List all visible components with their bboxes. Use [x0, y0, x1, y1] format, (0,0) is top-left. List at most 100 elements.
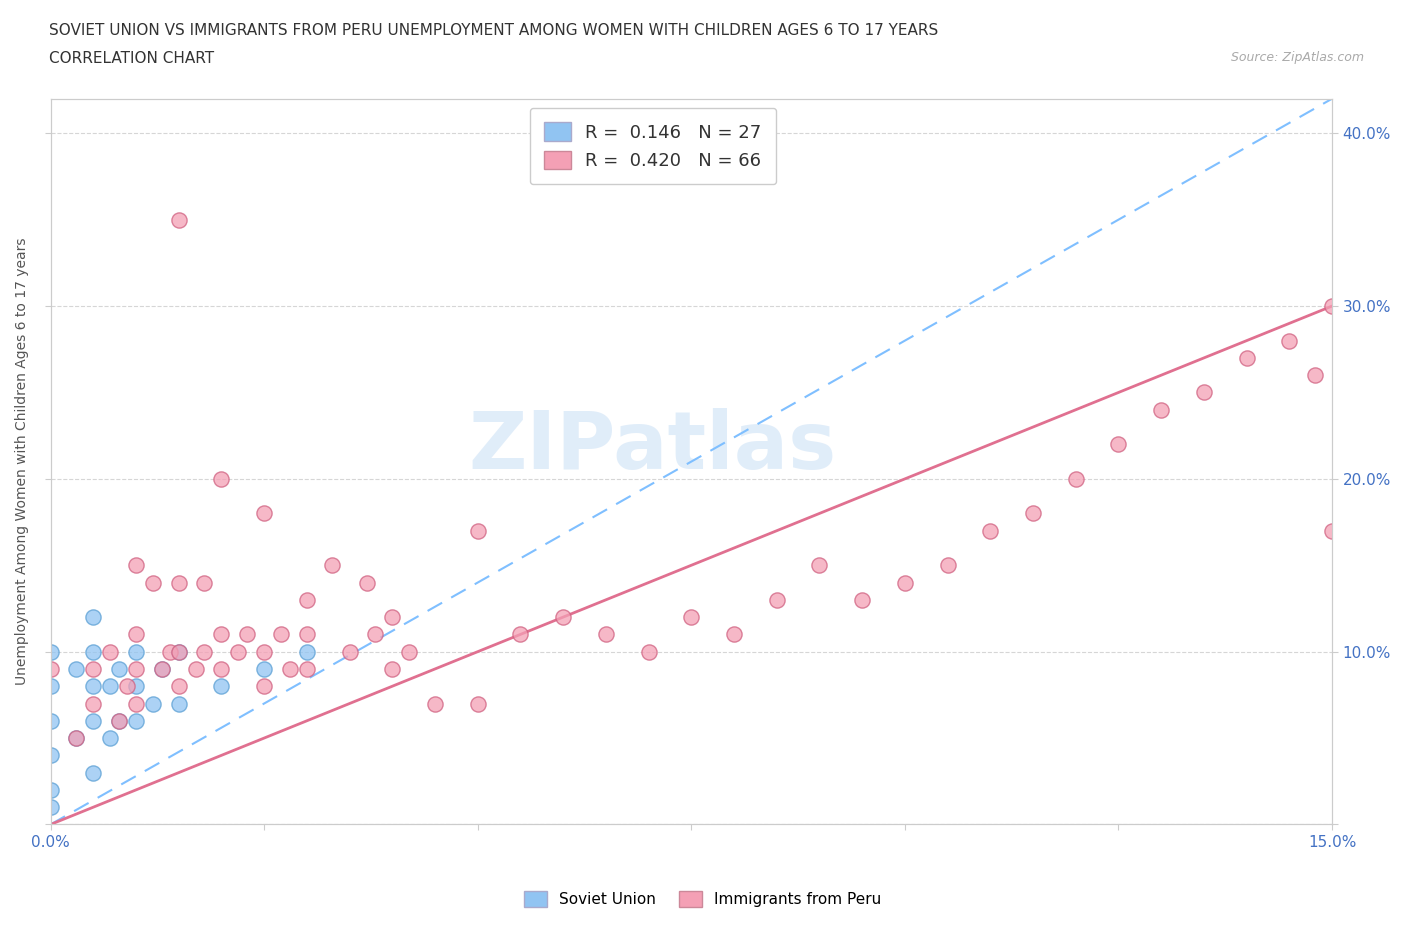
Y-axis label: Unemployment Among Women with Children Ages 6 to 17 years: Unemployment Among Women with Children A…	[15, 238, 30, 685]
Legend: Soviet Union, Immigrants from Peru: Soviet Union, Immigrants from Peru	[519, 884, 887, 913]
Point	[39, 782, 62, 797]
Text: CORRELATION CHART: CORRELATION CHART	[49, 51, 214, 66]
Point	[1022, 506, 1045, 521]
Point	[167, 696, 190, 711]
Point	[295, 661, 318, 676]
Point	[509, 627, 531, 642]
Point	[364, 627, 387, 642]
Point	[278, 661, 301, 676]
Point	[723, 627, 745, 642]
Point	[1150, 403, 1173, 418]
Point	[98, 644, 121, 659]
Text: ZIPatlas: ZIPatlas	[468, 408, 837, 486]
Point	[39, 661, 62, 676]
Point	[1108, 437, 1130, 452]
Point	[381, 661, 404, 676]
Point	[295, 627, 318, 642]
Point	[108, 661, 131, 676]
Point	[65, 731, 87, 746]
Point	[339, 644, 361, 659]
Text: Source: ZipAtlas.com: Source: ZipAtlas.com	[1230, 51, 1364, 64]
Text: SOVIET UNION VS IMMIGRANTS FROM PERU UNEMPLOYMENT AMONG WOMEN WITH CHILDREN AGES: SOVIET UNION VS IMMIGRANTS FROM PERU UNE…	[49, 23, 938, 38]
Point	[209, 679, 232, 694]
Point	[356, 575, 378, 590]
Point	[167, 575, 190, 590]
Point	[193, 644, 215, 659]
Point	[82, 679, 104, 694]
Point	[65, 731, 87, 746]
Point	[125, 661, 148, 676]
Point	[82, 696, 104, 711]
Point	[681, 610, 703, 625]
Point	[894, 575, 917, 590]
Point	[125, 644, 148, 659]
Point	[108, 713, 131, 728]
Point	[553, 610, 575, 625]
Point	[637, 644, 659, 659]
Point	[65, 661, 87, 676]
Point	[295, 592, 318, 607]
Point	[467, 696, 489, 711]
Point	[253, 644, 276, 659]
Point	[193, 575, 215, 590]
Point	[808, 558, 831, 573]
Point	[125, 558, 148, 573]
Point	[228, 644, 250, 659]
Point	[184, 661, 207, 676]
Point	[150, 661, 173, 676]
Point	[167, 212, 190, 227]
Point	[117, 679, 139, 694]
Point	[167, 644, 190, 659]
Point	[1192, 385, 1215, 400]
Point	[765, 592, 787, 607]
Point	[270, 627, 292, 642]
Point	[125, 696, 148, 711]
Point	[1320, 299, 1343, 313]
Point	[467, 524, 489, 538]
Point	[167, 679, 190, 694]
Point	[1064, 472, 1087, 486]
Point	[1236, 351, 1258, 365]
Point	[1278, 333, 1301, 348]
Point	[39, 748, 62, 763]
Point	[82, 644, 104, 659]
Point	[398, 644, 420, 659]
Point	[108, 713, 131, 728]
Point	[39, 713, 62, 728]
Point	[82, 765, 104, 780]
Point	[253, 661, 276, 676]
Point	[39, 679, 62, 694]
Point	[851, 592, 873, 607]
Legend: R =  0.146   N = 27, R =  0.420   N = 66: R = 0.146 N = 27, R = 0.420 N = 66	[530, 108, 776, 184]
Point	[159, 644, 181, 659]
Point	[125, 679, 148, 694]
Point	[39, 644, 62, 659]
Point	[595, 627, 617, 642]
Point	[209, 627, 232, 642]
Point	[150, 661, 173, 676]
Point	[142, 575, 165, 590]
Point	[98, 731, 121, 746]
Point	[253, 506, 276, 521]
Point	[125, 713, 148, 728]
Point	[82, 713, 104, 728]
Point	[936, 558, 959, 573]
Point	[321, 558, 343, 573]
Point	[142, 696, 165, 711]
Point	[1320, 524, 1343, 538]
Point	[209, 472, 232, 486]
Point	[82, 661, 104, 676]
Point	[423, 696, 446, 711]
Point	[82, 610, 104, 625]
Point	[295, 644, 318, 659]
Point	[381, 610, 404, 625]
Point	[253, 679, 276, 694]
Point	[1303, 367, 1326, 382]
Point	[125, 627, 148, 642]
Point	[98, 679, 121, 694]
Point	[209, 661, 232, 676]
Point	[236, 627, 259, 642]
Point	[39, 800, 62, 815]
Point	[167, 644, 190, 659]
Point	[979, 524, 1001, 538]
